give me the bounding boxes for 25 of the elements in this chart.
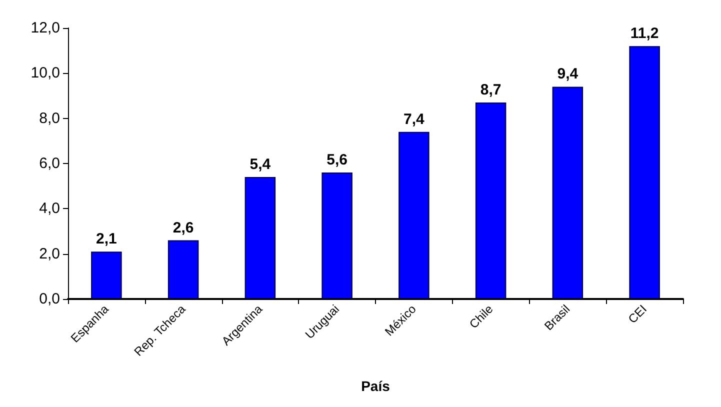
- y-tick-label: 10,0: [30, 64, 60, 82]
- data-label: 5,4: [250, 156, 272, 174]
- data-label: 11,2: [630, 25, 659, 42]
- bar: [322, 172, 352, 299]
- bar: [91, 252, 122, 299]
- bar: [244, 177, 276, 299]
- data-label: 5,6: [326, 152, 348, 169]
- y-tick-label: 2,0: [39, 245, 60, 262]
- bar: [629, 46, 660, 299]
- data-label: 7,4: [404, 110, 426, 128]
- y-tick-label: 0,0: [39, 290, 60, 308]
- bar: [398, 132, 430, 299]
- bar: [168, 240, 199, 299]
- y-tick-label: 6,0: [39, 155, 60, 172]
- y-tick-label: 4,0: [39, 200, 60, 218]
- bar: [552, 86, 584, 299]
- x-axis-title: País: [361, 378, 390, 394]
- data-label: 9,4: [557, 66, 579, 83]
- bar: [475, 102, 506, 299]
- x-tick-label: CEI: [625, 302, 650, 326]
- y-tick-label: 12,0: [30, 20, 60, 36]
- data-label: 2,6: [172, 219, 194, 236]
- data-label: 8,7: [480, 82, 502, 99]
- data-label: 2,1: [96, 230, 117, 248]
- y-tick-label: 8,0: [39, 110, 60, 127]
